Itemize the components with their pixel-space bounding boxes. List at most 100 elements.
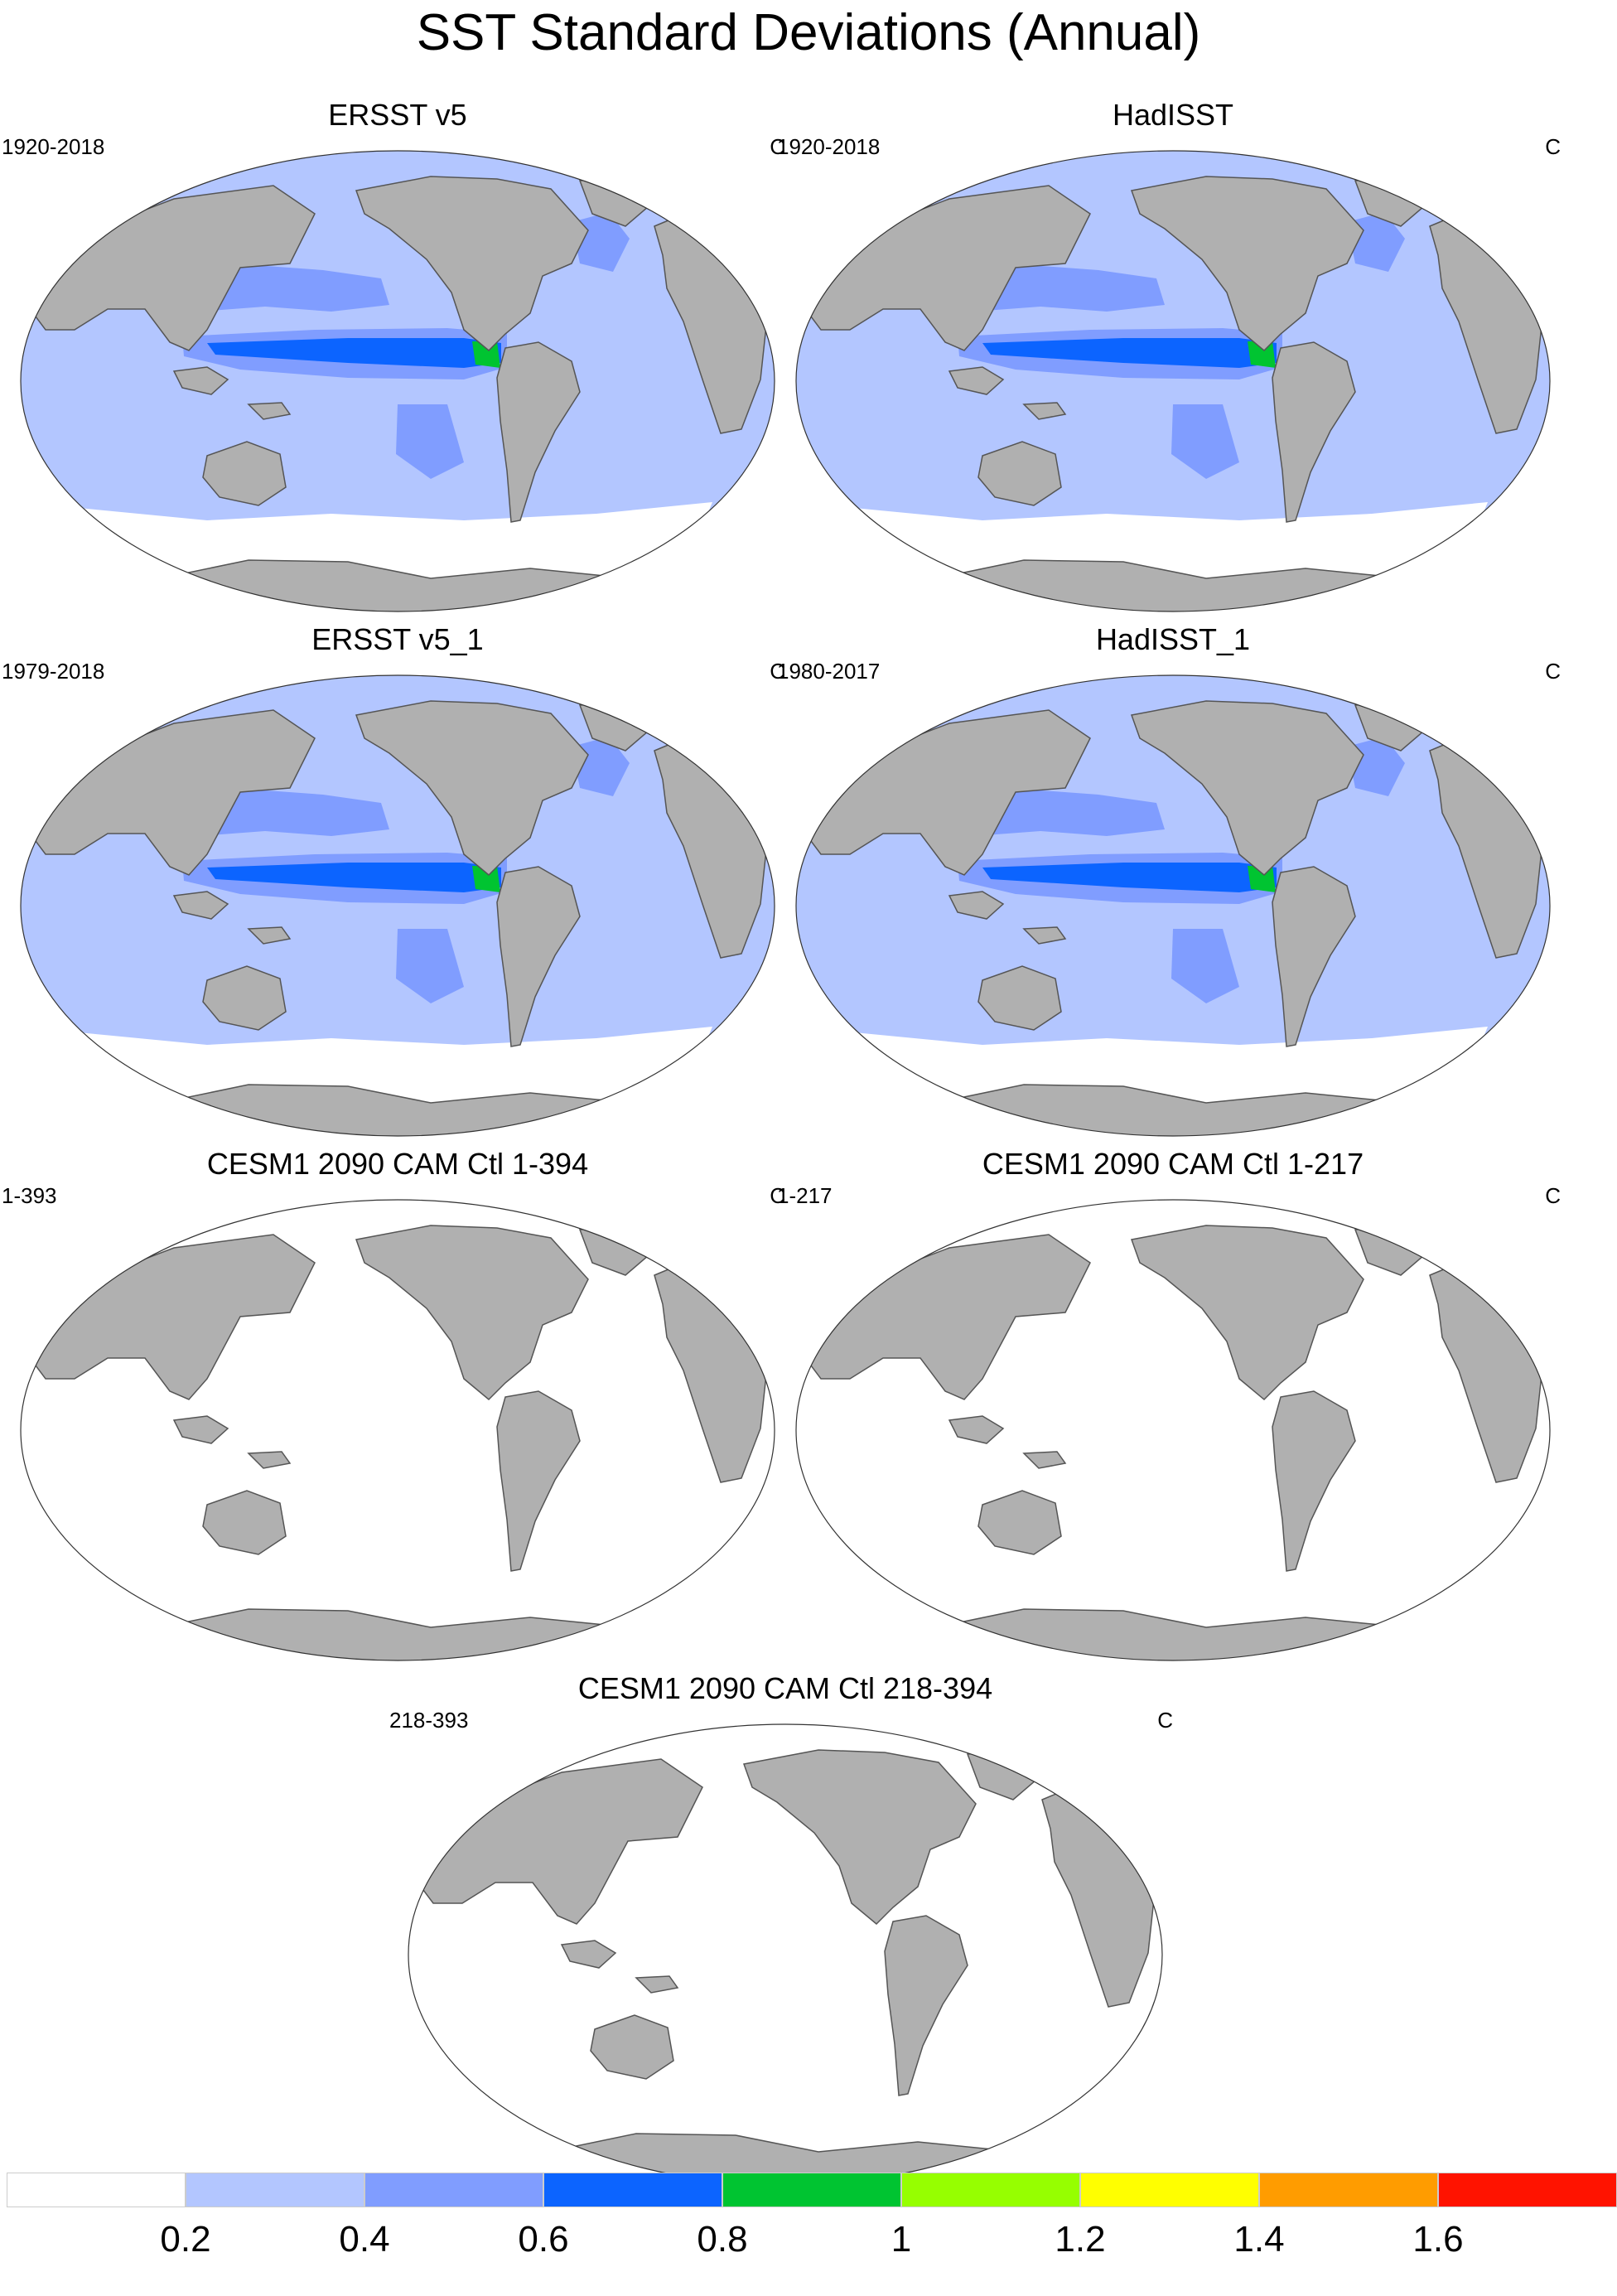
world-map — [408, 1723, 1163, 2186]
north-america-land — [355, 700, 589, 877]
australia-land — [202, 1490, 287, 1555]
new-guinea-land — [1022, 1451, 1067, 1469]
south-america-land — [1272, 341, 1356, 523]
south-america-land — [496, 1390, 581, 1572]
map-outline — [20, 1199, 775, 1661]
panel-units: C — [1545, 659, 1561, 684]
australia-land — [202, 441, 287, 506]
panel-title: HadISST — [1112, 98, 1234, 132]
australia-land — [202, 965, 287, 1031]
south-america-land — [1272, 1390, 1356, 1572]
nino-coastal-max — [1248, 341, 1276, 368]
maritime-islands-land — [948, 1415, 1005, 1444]
panel-years: 218-393 — [389, 1708, 469, 1733]
nino-coastal-max — [1248, 866, 1276, 892]
colorbar-label: 0.4 — [339, 2219, 390, 2260]
panel-years: 1920-2018 — [777, 134, 881, 159]
colorbar-swatch — [543, 2173, 722, 2207]
north-atlantic-anomaly — [1347, 737, 1405, 796]
map-outline — [795, 1199, 1551, 1661]
panel-title: HadISST_1 — [1095, 622, 1251, 656]
map-outline — [795, 150, 1551, 612]
map-panel-ersst-v5: ERSST v5 1920-2018 C — [0, 98, 795, 628]
south-america-land — [496, 866, 581, 1047]
maritime-islands-land — [948, 366, 1005, 395]
panel-units: C — [770, 134, 785, 159]
australia-land — [590, 2014, 674, 2080]
maritime-islands-land — [948, 891, 1005, 920]
south-america-land — [884, 1915, 968, 2096]
panel-title: CESM1 2090 CAM Ctl 218-394 — [577, 1671, 993, 1705]
eastern-pacific-tongue-core — [207, 338, 501, 368]
australia-land — [977, 965, 1062, 1031]
map-outline — [20, 150, 775, 612]
north-america-land — [355, 1225, 589, 1401]
panel-units: C — [770, 1183, 785, 1208]
world-map — [20, 1199, 775, 1661]
australia-land — [977, 441, 1062, 506]
figure-title: SST Standard Deviations (Annual) — [416, 4, 1201, 61]
new-guinea-land — [247, 1451, 292, 1469]
colorbar-swatch — [722, 2173, 901, 2207]
new-guinea-land — [1022, 926, 1067, 945]
map-panel-cesm1-ctl-1-217: CESM1 2090 CAM Ctl 1-217 1-217 C — [775, 1147, 1571, 1677]
new-guinea-land — [1022, 402, 1067, 420]
panel-title: CESM1 2090 CAM Ctl 1-394 — [206, 1147, 589, 1181]
new-guinea-land — [247, 926, 292, 945]
colorbar-swatch — [7, 2173, 186, 2207]
new-guinea-land — [247, 402, 292, 420]
colorbar-swatch — [186, 2173, 364, 2207]
eastern-pacific-tongue-core — [982, 863, 1277, 892]
panel-years: 1-393 — [2, 1183, 57, 1208]
world-map — [20, 674, 775, 1137]
panel-units: C — [1157, 1708, 1173, 1733]
world-map — [20, 150, 775, 612]
south-america-land — [496, 341, 581, 523]
map-outline — [20, 674, 775, 1137]
south-pacific-anomaly — [396, 404, 464, 479]
panel-title: CESM1 2090 CAM Ctl 1-217 — [982, 1147, 1364, 1181]
panel-years: 1980-2017 — [777, 659, 881, 684]
north-america-land — [1130, 700, 1364, 877]
eastern-pacific-tongue-core — [207, 863, 501, 892]
colorbar-label: 1.6 — [1412, 2219, 1464, 2260]
colorbar-label: 1.2 — [1055, 2219, 1106, 2260]
map-outline — [795, 674, 1551, 1137]
north-america-land — [1130, 176, 1364, 352]
north-america-land — [742, 1749, 977, 1926]
north-atlantic-anomaly — [572, 212, 630, 272]
panel-units: C — [1545, 134, 1561, 159]
north-atlantic-anomaly — [572, 737, 630, 796]
colorbar-swatches — [7, 2173, 1617, 2207]
maritime-islands-land — [172, 1415, 229, 1444]
australia-land — [977, 1490, 1062, 1555]
colorbar-swatch — [1259, 2173, 1438, 2207]
map-panel-ersst-v5-1: ERSST v5_1 1979-2018 C — [0, 622, 795, 1153]
south-pacific-anomaly — [396, 929, 464, 1003]
north-atlantic-anomaly — [1347, 212, 1405, 272]
colorbar-label: 1.4 — [1233, 2219, 1285, 2260]
nino-coastal-max — [472, 866, 500, 892]
maritime-islands-land — [172, 366, 229, 395]
map-panel-hadisst-1: HadISST_1 1980-2017 C — [775, 622, 1571, 1153]
south-america-land — [1272, 866, 1356, 1047]
north-america-land — [355, 176, 589, 352]
colorbar-swatch — [901, 2173, 1080, 2207]
colorbar-swatch — [364, 2173, 543, 2207]
world-map — [795, 1199, 1551, 1661]
colorbar-label: 0.2 — [160, 2219, 211, 2260]
map-panel-hadisst: HadISST 1920-2018 C — [775, 98, 1571, 628]
panel-units: C — [770, 659, 785, 684]
panel-years: 1-217 — [777, 1183, 833, 1208]
colorbar-label: 1 — [891, 2219, 912, 2260]
map-panel-cesm1-ctl-218-394: CESM1 2090 CAM Ctl 218-394 218-393 C — [388, 1671, 1183, 2202]
nino-coastal-max — [472, 341, 500, 368]
south-pacific-anomaly — [1171, 404, 1239, 479]
panel-years: 1920-2018 — [2, 134, 105, 159]
north-america-land — [1130, 1225, 1364, 1401]
world-map — [795, 150, 1551, 612]
maritime-islands-land — [172, 891, 229, 920]
maritime-islands-land — [560, 1940, 617, 1969]
panel-title: ERSST v5 — [328, 98, 467, 132]
colorbar: 0.2 0.4 0.6 0.8 1 1.2 1.4 1.6 — [7, 2173, 1617, 2282]
